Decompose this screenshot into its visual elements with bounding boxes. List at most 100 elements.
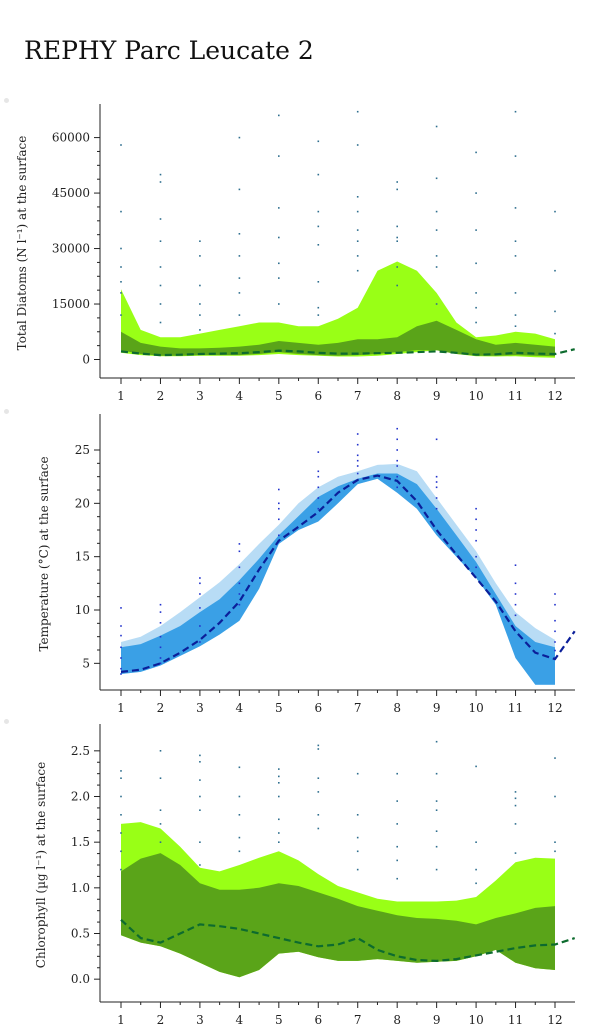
data-point [317,314,320,316]
data-point [199,240,201,242]
x-tick-label: 8 [393,1013,401,1027]
data-point [199,314,201,316]
data-point [278,795,280,798]
data-point [159,777,162,779]
page-title: REPHY Parc Leucate 2 [24,36,314,65]
data-point [435,125,438,128]
data-point [396,449,398,451]
x-tick-label: 5 [275,701,283,715]
data-point [317,744,320,747]
data-point [238,603,241,606]
x-tick-label: 5 [275,389,283,403]
y-tick-label: 25 [75,443,90,457]
data-point [554,603,556,606]
y-tick-label: 10 [75,603,90,617]
data-point [396,459,398,462]
data-point [435,177,438,180]
x-tick-label: 4 [236,701,244,715]
data-point [396,427,398,430]
data-point [317,140,320,143]
x-tick-label: 4 [236,389,244,403]
data-point [514,852,517,854]
data-point [396,772,398,775]
data-point [278,818,280,821]
x-tick-label: 1 [117,1013,125,1027]
data-point [238,850,241,853]
data-point [317,173,320,176]
data-point [475,321,477,324]
x-tick-label: 6 [314,389,322,403]
data-point [475,841,477,843]
data-point [435,475,438,478]
data-point [120,850,122,853]
data-point [514,110,517,113]
data-point [317,486,320,489]
data-point [514,240,517,242]
data-point [238,795,241,798]
y-tick-label: 1.5 [71,835,90,849]
data-point [396,465,398,467]
data-point [475,765,477,768]
data-point [554,619,556,622]
data-point [356,836,359,839]
data-point [356,772,359,775]
data-point [356,443,359,446]
data-point [514,614,517,617]
data-point [514,593,517,595]
observation-points [120,740,556,885]
data-point [356,850,359,853]
data-point [396,823,398,825]
data-point [475,192,477,194]
data-point [199,864,201,866]
data-point [317,225,320,228]
data-point [356,210,359,213]
data-point [278,534,280,537]
data-point [120,667,122,670]
data-point [199,795,201,798]
y-tick-label: 45000 [52,186,90,200]
x-tick-label: 10 [468,1013,483,1027]
data-point [435,507,438,510]
data-point [356,814,359,816]
data-point [514,791,517,793]
data-point [278,207,280,209]
y-tick-label: 20 [75,496,90,510]
x-tick-label: 3 [196,1013,204,1027]
y-tick-label: 5 [82,656,90,670]
data-point [475,151,477,154]
data-point [435,481,438,483]
data-point [278,841,280,843]
data-point [356,433,359,435]
data-point [278,303,280,305]
data-point [396,845,398,848]
data-point [356,868,359,871]
data-point [120,607,122,609]
data-point [317,306,320,309]
x-tick-label: 12 [547,389,562,403]
data-point [475,868,477,871]
data-point [554,593,556,595]
data-point [159,284,162,287]
x-tick-label: 7 [354,1013,362,1027]
x-tick-label: 8 [393,389,401,403]
data-point [554,795,556,798]
data-point [159,303,162,305]
data-point [514,292,517,294]
chlorophyll-chart: 0.00.51.01.52.02.51 2 3 4 5 6 7 8 9 10 11 12Chlorop… [34,724,576,1027]
data-point [120,625,122,627]
data-point [514,325,517,327]
median-line [120,918,576,963]
data-point [435,255,438,257]
data-point [514,797,517,800]
data-point [514,207,517,209]
x-tick-label: 2 [157,389,165,403]
data-point [159,173,162,176]
margin-marker [4,719,9,724]
data-point [159,622,162,624]
data-point [199,582,201,585]
data-point [199,303,201,305]
data-point [278,262,280,265]
data-point [396,475,398,478]
data-point [317,451,320,453]
x-tick-label: 9 [433,389,441,403]
